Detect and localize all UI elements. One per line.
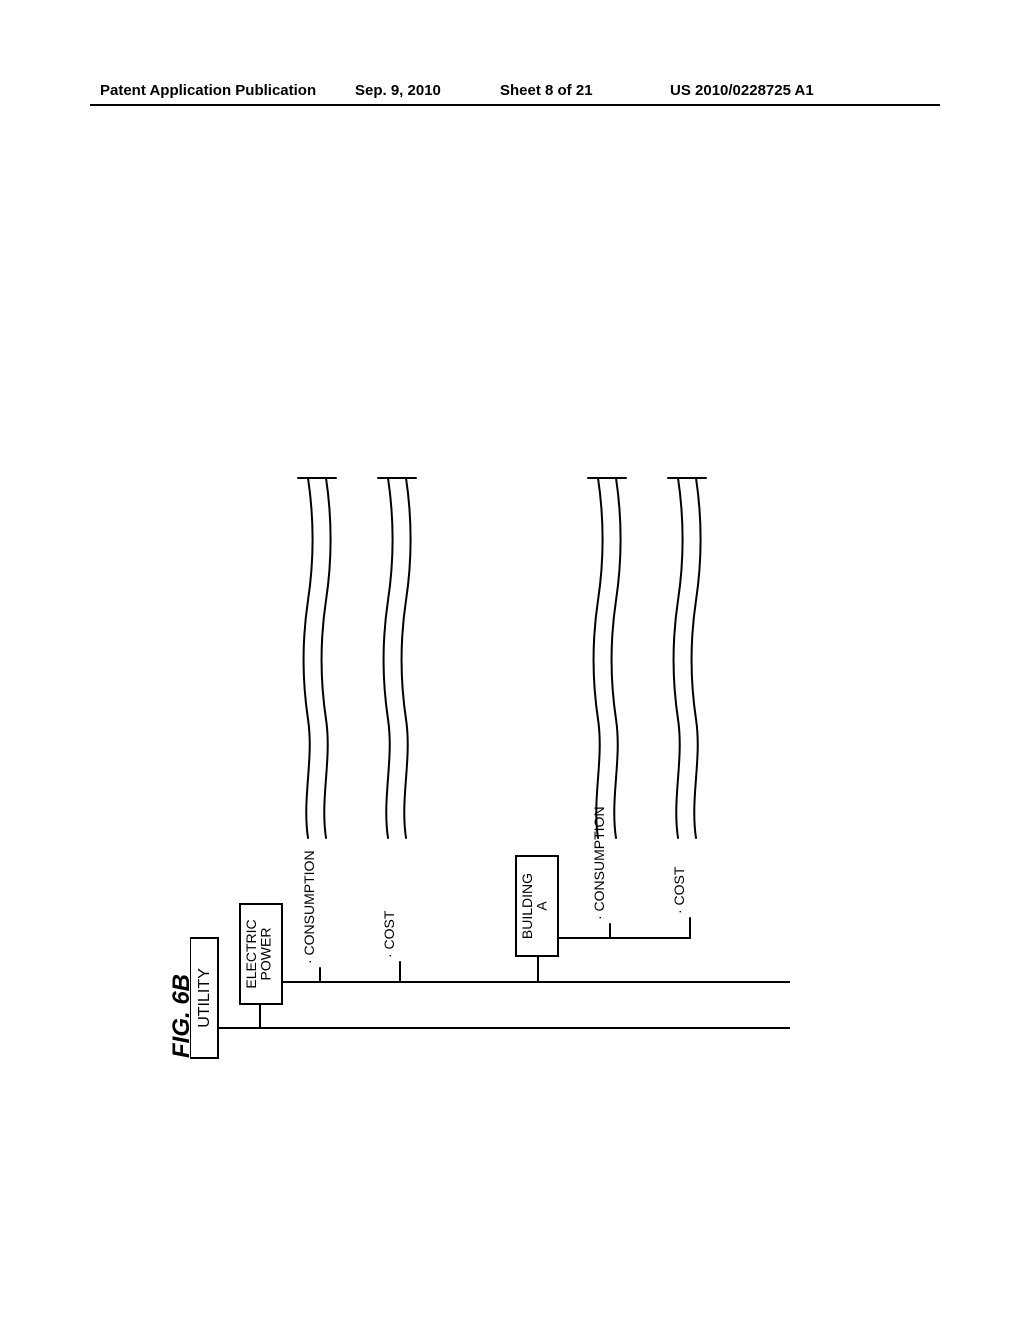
tree-diagram: UTILITYELECTRICPOWER· CONSUMPTION· COSTB… <box>190 188 790 1068</box>
page: Patent Application Publication Sep. 9, 2… <box>0 0 1024 1320</box>
svg-text:· CONSUMPTION: · CONSUMPTION <box>591 806 607 920</box>
header-date: Sep. 9, 2010 <box>355 82 441 99</box>
svg-text:· CONSUMPTION: · CONSUMPTION <box>301 850 317 964</box>
svg-text:ELECTRICPOWER: ELECTRICPOWER <box>243 919 274 988</box>
svg-text:· COST: · COST <box>381 910 397 958</box>
header-sheet: Sheet 8 of 21 <box>500 82 593 99</box>
svg-text:UTILITY: UTILITY <box>196 968 213 1028</box>
header-publication: Patent Application Publication <box>100 82 316 99</box>
svg-text:· COST: · COST <box>671 866 687 914</box>
header-rule <box>90 104 940 106</box>
header-pubno: US 2010/0228725 A1 <box>670 82 814 99</box>
